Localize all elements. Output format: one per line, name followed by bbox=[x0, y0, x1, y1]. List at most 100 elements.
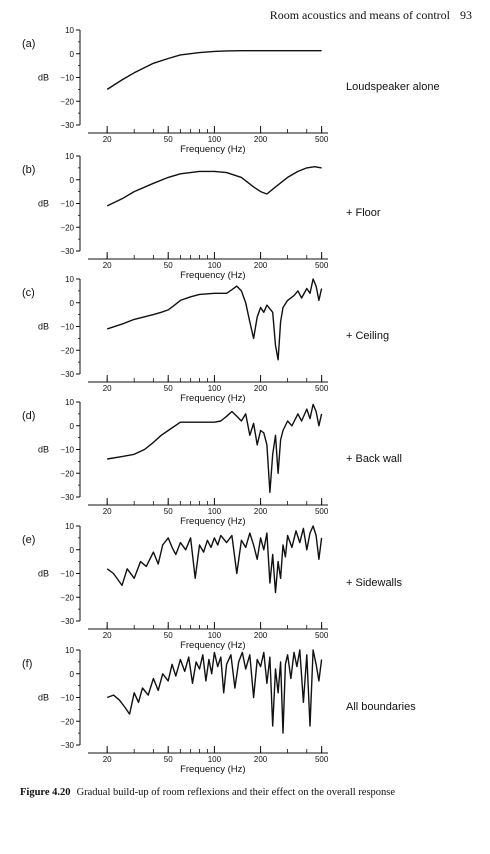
x-tick-label: 100 bbox=[208, 631, 222, 640]
figure-caption-label: Figure 4.20 bbox=[20, 787, 71, 798]
series-side-label: All boundaries bbox=[346, 701, 416, 713]
y-tick-label: 0 bbox=[70, 50, 75, 59]
y-tick-label: −30 bbox=[60, 493, 74, 502]
y-tick-label: −10 bbox=[60, 570, 74, 579]
x-tick-label: 50 bbox=[164, 755, 173, 764]
x-tick-label: 100 bbox=[208, 135, 222, 144]
y-axis-label: dB bbox=[38, 569, 49, 579]
page-number: 93 bbox=[460, 8, 472, 22]
x-tick-label: 100 bbox=[208, 755, 222, 764]
y-tick-label: −10 bbox=[60, 323, 74, 332]
y-axis-label: dB bbox=[38, 445, 49, 455]
x-tick-label: 200 bbox=[254, 135, 268, 144]
y-tick-label: 10 bbox=[65, 646, 74, 655]
x-tick-label: 500 bbox=[315, 755, 329, 764]
figure-caption: Figure 4.20 Gradual build-up of room refl… bbox=[20, 787, 395, 798]
response-curve bbox=[106, 278, 323, 361]
y-tick-label: −30 bbox=[60, 617, 74, 626]
y-axis-label: dB bbox=[38, 322, 49, 332]
x-tick-label: 500 bbox=[315, 507, 329, 516]
x-tick-label: 200 bbox=[254, 755, 268, 764]
panel-label: (a) bbox=[22, 38, 36, 50]
y-tick-label: −20 bbox=[60, 593, 74, 602]
x-tick-label: 500 bbox=[315, 631, 329, 640]
x-tick-label: 20 bbox=[103, 261, 112, 270]
y-tick-label: 10 bbox=[65, 26, 74, 35]
x-tick-label: 20 bbox=[103, 631, 112, 640]
x-tick-label: 50 bbox=[164, 261, 173, 270]
response-curve bbox=[106, 50, 322, 90]
y-axis-label: dB bbox=[38, 693, 49, 703]
x-tick-label: 50 bbox=[164, 135, 173, 144]
y-tick-label: −20 bbox=[60, 717, 74, 726]
response-curve bbox=[106, 649, 323, 734]
x-tick-label: 50 bbox=[164, 631, 173, 640]
panel-label: (e) bbox=[22, 534, 36, 546]
y-tick-label: −10 bbox=[60, 694, 74, 703]
response-curve bbox=[106, 165, 322, 207]
response-curve bbox=[107, 403, 323, 493]
response-curve bbox=[106, 525, 323, 594]
series-side-label: + Back wall bbox=[346, 453, 402, 465]
y-axis-label: dB bbox=[38, 199, 49, 209]
series-side-label: + Sidewalls bbox=[346, 577, 402, 589]
x-tick-label: 100 bbox=[208, 507, 222, 516]
x-tick-label: 20 bbox=[103, 507, 112, 516]
series-side-label: + Ceiling bbox=[346, 330, 390, 342]
x-tick-label: 50 bbox=[164, 384, 173, 393]
panel-label: (d) bbox=[22, 410, 36, 422]
y-tick-label: −30 bbox=[60, 247, 74, 256]
y-axis-label: dB bbox=[38, 73, 49, 83]
y-tick-label: 10 bbox=[65, 398, 74, 407]
y-tick-label: −30 bbox=[60, 121, 74, 130]
x-tick-label: 50 bbox=[164, 507, 173, 516]
y-tick-label: −30 bbox=[60, 370, 74, 379]
y-tick-label: 0 bbox=[70, 546, 75, 555]
page-header: Room acoustics and means of control 93 bbox=[270, 8, 472, 23]
y-tick-label: 0 bbox=[70, 299, 75, 308]
x-tick-label: 200 bbox=[254, 261, 268, 270]
x-tick-label: 200 bbox=[254, 507, 268, 516]
x-tick-label: 20 bbox=[103, 135, 112, 144]
series-side-label: + Floor bbox=[346, 207, 381, 219]
series-side-label: Loudspeaker alone bbox=[346, 81, 440, 93]
x-tick-label: 100 bbox=[208, 384, 222, 393]
x-axis-label: Frequency (Hz) bbox=[180, 516, 245, 527]
y-tick-label: −30 bbox=[60, 741, 74, 750]
x-axis-label: Frequency (Hz) bbox=[180, 144, 245, 155]
y-tick-label: −20 bbox=[60, 97, 74, 106]
x-tick-label: 500 bbox=[315, 384, 329, 393]
y-tick-label: −20 bbox=[60, 223, 74, 232]
panel-label: (f) bbox=[22, 658, 33, 670]
x-axis-label: Frequency (Hz) bbox=[180, 393, 245, 404]
y-tick-label: 10 bbox=[65, 152, 74, 161]
x-tick-label: 20 bbox=[103, 755, 112, 764]
y-tick-label: −20 bbox=[60, 346, 74, 355]
panel-label: (b) bbox=[22, 164, 36, 176]
x-tick-label: 200 bbox=[254, 631, 268, 640]
y-tick-label: 10 bbox=[65, 522, 74, 531]
x-tick-label: 100 bbox=[208, 261, 222, 270]
figure-caption-text: Gradual build-up of room reflexions and … bbox=[76, 787, 396, 798]
x-axis-label: Frequency (Hz) bbox=[180, 640, 245, 651]
x-axis-label: Frequency (Hz) bbox=[180, 270, 245, 281]
y-tick-label: 0 bbox=[70, 670, 75, 679]
x-tick-label: 20 bbox=[103, 384, 112, 393]
panel-label: (c) bbox=[22, 287, 35, 299]
y-tick-label: −10 bbox=[60, 200, 74, 209]
x-tick-label: 500 bbox=[315, 261, 329, 270]
y-tick-label: −10 bbox=[60, 446, 74, 455]
y-tick-label: −20 bbox=[60, 469, 74, 478]
y-tick-label: 0 bbox=[70, 176, 75, 185]
x-axis-label: Frequency (Hz) bbox=[180, 764, 245, 775]
running-title: Room acoustics and means of control bbox=[269, 8, 450, 22]
y-tick-label: 10 bbox=[65, 275, 74, 284]
x-tick-label: 500 bbox=[315, 135, 329, 144]
